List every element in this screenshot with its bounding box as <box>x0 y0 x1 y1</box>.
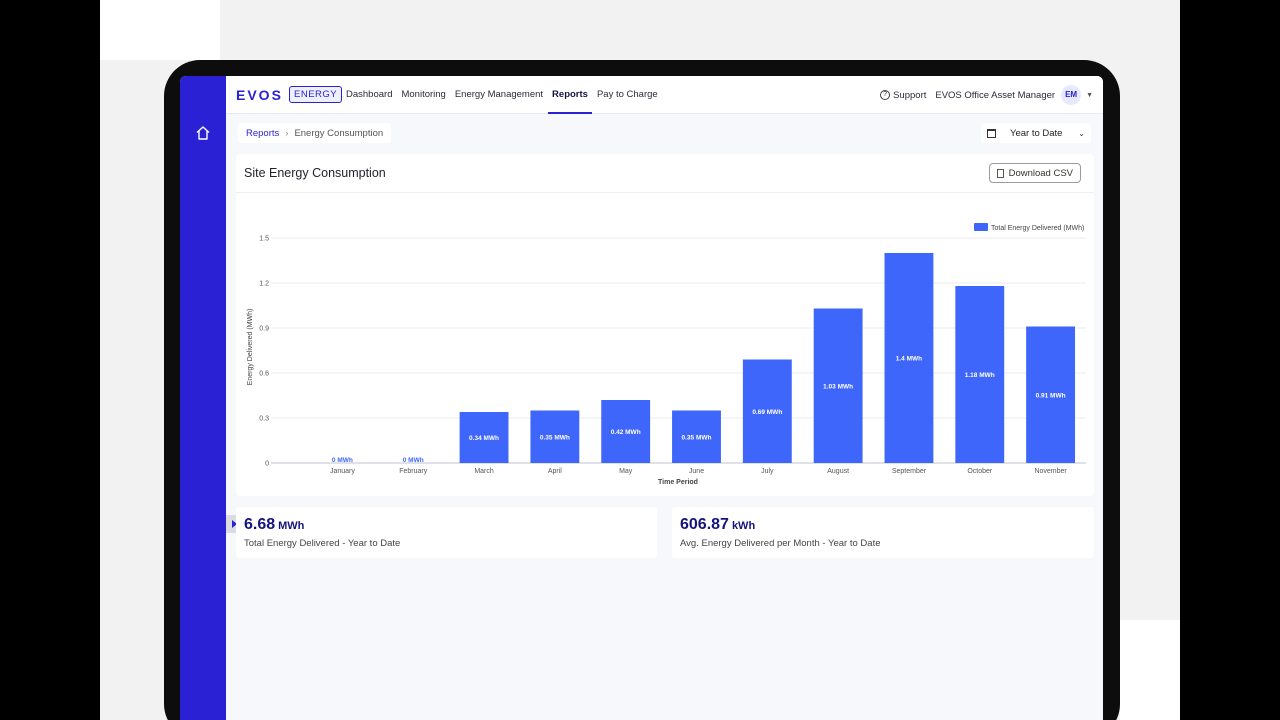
backdrop-shape <box>100 0 220 60</box>
y-tick-label: 0.6 <box>259 371 269 378</box>
x-tick-label: August <box>827 468 849 475</box>
x-axis-title: Time Period <box>658 479 698 486</box>
x-tick-label: April <box>548 468 562 475</box>
consumption-card: Site Energy Consumption Download CSV 0 M… <box>236 154 1094 496</box>
stat-total-value-wrap: 6.68 MWh <box>244 516 304 534</box>
stat-avg-label: Avg. Energy Delivered per Month - Year t… <box>680 538 881 549</box>
y-tick-label: 1.5 <box>259 236 269 243</box>
top-navbar: EVOS ENERGY Dashboard Monitoring Energy … <box>226 76 1103 114</box>
stat-avg-value-wrap: 606.87 kWh <box>680 516 755 534</box>
brand-logo[interactable]: EVOS <box>236 87 283 103</box>
chart-bar[interactable] <box>813 308 863 464</box>
breadcrumb-current: Energy Consumption <box>294 127 384 139</box>
bar-data-label: 1.03 MWh <box>823 383 853 390</box>
chevron-right-icon: › <box>285 127 289 139</box>
nav-dashboard[interactable]: Dashboard <box>346 89 393 100</box>
user-name[interactable]: EVOS Office Asset Manager <box>935 89 1056 101</box>
support-link[interactable]: Support <box>893 89 927 101</box>
x-tick-label: July <box>761 468 774 475</box>
stat-avg-unit: kWh <box>731 520 756 532</box>
nav-pay-to-charge[interactable]: Pay to Charge <box>596 89 658 100</box>
y-tick-label: 0.9 <box>259 326 269 333</box>
legend-label[interactable]: Total Energy Delivered (MWh) <box>991 225 1084 232</box>
chart-bar[interactable] <box>955 286 1005 463</box>
stat-total-unit: MWh <box>278 520 305 532</box>
bar-data-label: 0.35 MWh <box>540 434 570 441</box>
bar-data-label: 0.42 MWh <box>611 429 641 436</box>
x-tick-label: March <box>474 468 494 475</box>
avatar[interactable]: EM <box>1061 85 1082 105</box>
chart-bar[interactable] <box>530 410 580 464</box>
chart-bar[interactable] <box>1026 326 1076 464</box>
bar-data-label: 1.4 MWh <box>896 356 922 363</box>
chart-bar[interactable] <box>601 400 651 463</box>
y-tick-label: 0 <box>265 461 269 468</box>
home-icon[interactable] <box>195 125 211 141</box>
help-icon[interactable]: ? <box>880 90 891 100</box>
bar-data-label: 0.69 MWh <box>752 409 782 416</box>
nav-reports[interactable]: Reports <box>548 76 592 114</box>
download-csv-button[interactable]: Download CSV <box>988 163 1081 183</box>
stat-avg-value: 606.87 <box>680 516 729 533</box>
backdrop-right <box>1180 0 1280 720</box>
brand-badge: ENERGY <box>289 86 343 103</box>
bar-data-label: 0.91 MWh <box>1036 392 1066 399</box>
energy-bar-chart: 0 MWh 0 MWh 0.34 MWh 0.35 MWh 0.42 MWh 0.35 M… <box>247 223 1086 486</box>
x-tick-label: October <box>967 468 993 475</box>
x-tick-label: February <box>399 468 428 475</box>
nav-monitoring[interactable]: Monitoring <box>401 89 446 100</box>
backdrop-left <box>0 0 100 720</box>
legend-swatch <box>974 223 988 231</box>
x-tick-label: May <box>619 468 633 475</box>
bar-data-label: 0 MWh <box>403 457 424 464</box>
sidebar <box>180 76 226 720</box>
y-axis-title: Energy Delivered (MWh) <box>247 309 254 386</box>
date-range-value: Year to Date <box>1010 127 1063 139</box>
bar-data-label: 1.18 MWh <box>965 372 995 379</box>
breadcrumb-reports[interactable]: Reports <box>246 127 280 139</box>
stat-total-label: Total Energy Delivered - Year to Date <box>244 538 401 549</box>
card-title: Site Energy Consumption <box>244 166 386 180</box>
y-tick-label: 1.2 <box>259 281 269 288</box>
card-divider <box>236 192 1094 193</box>
main-nav: Dashboard Monitoring Energy Management R… <box>346 76 667 114</box>
x-tick-label: January <box>330 468 355 475</box>
stat-total-value: 6.68 <box>244 516 276 533</box>
chart-bar[interactable] <box>884 253 934 463</box>
stat-total-energy: 6.68 MWh Total Energy Delivered - Year to… <box>236 507 657 558</box>
nav-energy-management[interactable]: Energy Management <box>454 89 544 100</box>
chart-bar[interactable] <box>459 412 509 463</box>
file-icon <box>996 168 1004 178</box>
y-tick-label: 0.3 <box>259 416 269 423</box>
bar-data-label: 0.34 MWh <box>469 435 499 442</box>
x-tick-label: November <box>1034 468 1067 475</box>
app-screen: EVOS ENERGY Dashboard Monitoring Energy … <box>180 76 1103 720</box>
chevron-down-icon[interactable]: ▼ <box>1086 91 1093 99</box>
chevron-down-icon: ⌄ <box>1078 128 1085 138</box>
chart-bar[interactable] <box>672 410 721 464</box>
x-tick-label: September <box>892 468 927 475</box>
download-csv-label: Download CSV <box>1008 167 1073 179</box>
bar-data-label: 0.35 MWh <box>682 434 712 441</box>
chart-bar[interactable] <box>742 359 792 464</box>
bar-data-label: 0 MWh <box>332 457 353 464</box>
date-range-select[interactable]: Year to Date ⌄ <box>981 123 1091 143</box>
breadcrumb: Reports › Energy Consumption <box>238 123 392 143</box>
x-tick-label: June <box>689 468 704 475</box>
calendar-icon <box>987 128 996 138</box>
backdrop-shape-bottom <box>1120 620 1180 720</box>
stat-avg-energy: 606.87 kWh Avg. Energy Delivered per Mont… <box>672 507 1094 558</box>
header-actions: ? Support EVOS Office Asset Manager EM ▼ <box>880 76 1093 114</box>
